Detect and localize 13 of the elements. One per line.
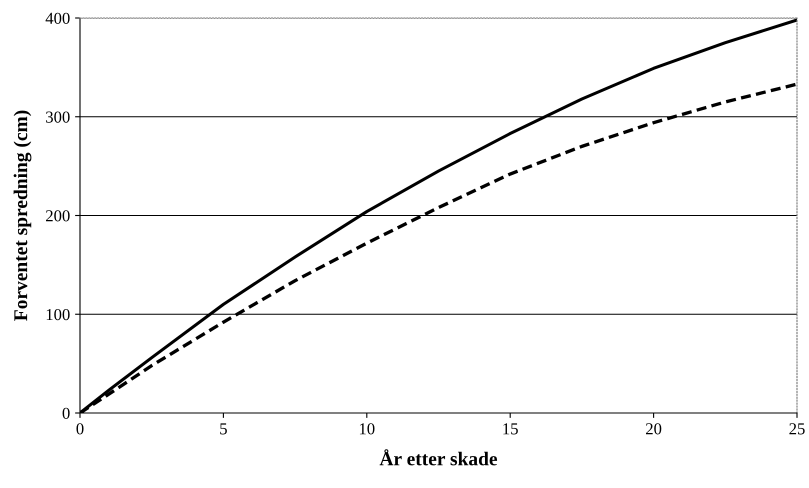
x-tick-label: 0 bbox=[76, 423, 84, 434]
x-tick-label: 5 bbox=[220, 423, 227, 434]
y-tick-label: 300 bbox=[46, 111, 70, 123]
x-tick-label: 10 bbox=[360, 423, 374, 434]
x-axis-title: År etter skade bbox=[380, 449, 498, 466]
y-tick-label: 400 bbox=[46, 12, 70, 24]
y-tick-label: 0 bbox=[62, 408, 70, 419]
y-tick-label: 100 bbox=[46, 308, 70, 320]
x-tick-label: 25 bbox=[789, 423, 805, 434]
x-tick-label: 15 bbox=[503, 423, 518, 434]
y-tick-label: 200 bbox=[46, 210, 70, 222]
x-tick-label: 20 bbox=[646, 423, 662, 434]
y-axis-title: Forventet spredning (cm) bbox=[14, 110, 32, 321]
